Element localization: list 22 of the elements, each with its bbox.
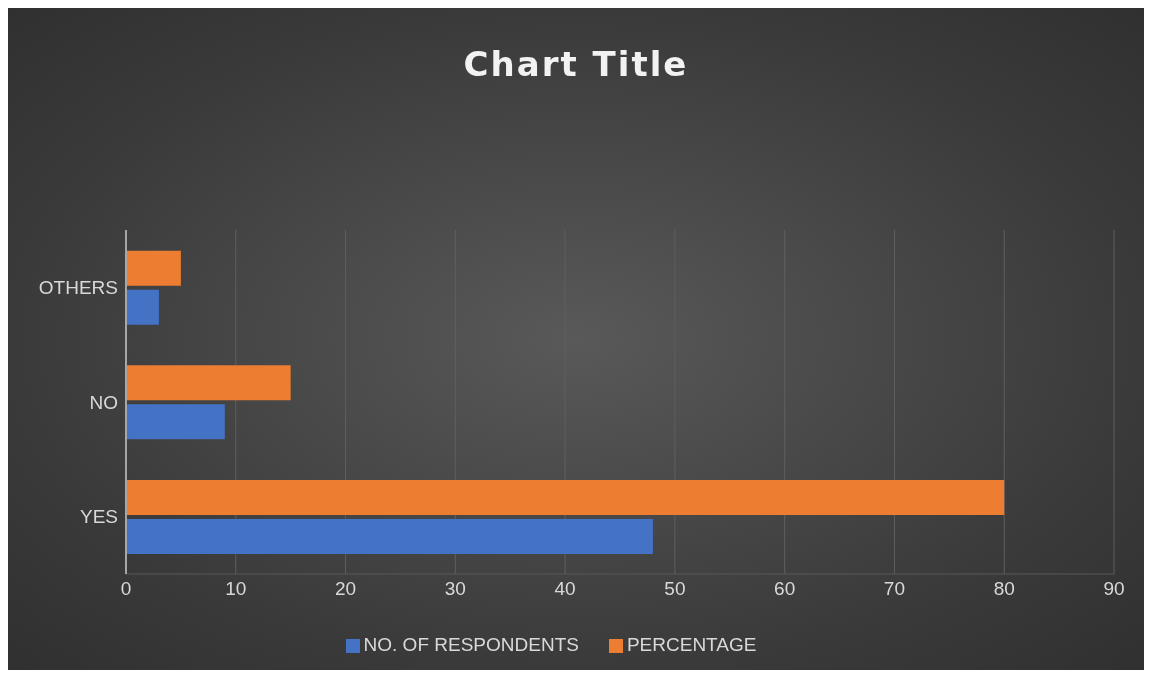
bar [126,365,291,401]
y-tick-label: OTHERS [38,277,118,299]
bar [126,250,181,286]
bar [126,479,1005,515]
x-tick-label: 80 [993,578,1015,600]
bar [126,518,653,554]
x-tick-label: 20 [334,578,357,600]
y-tick-label: NO [89,391,118,413]
x-tick-label: 0 [120,578,132,600]
legend-label: NO. OF RESPONDENTS [363,634,579,655]
legend-label: PERCENTAGE [626,634,757,655]
x-tick-label: 30 [444,578,466,600]
x-tick-label: 10 [225,578,247,600]
x-tick-label: 60 [774,578,796,600]
bar [126,404,225,440]
bar [126,289,159,325]
x-tick-label: 50 [664,578,686,600]
chart-title: Chart Title [462,44,690,84]
x-tick-label: 70 [883,578,906,600]
y-tick-label: YES [79,506,118,528]
x-tick-label: 90 [1103,578,1125,600]
x-tick-label: 40 [554,578,576,600]
